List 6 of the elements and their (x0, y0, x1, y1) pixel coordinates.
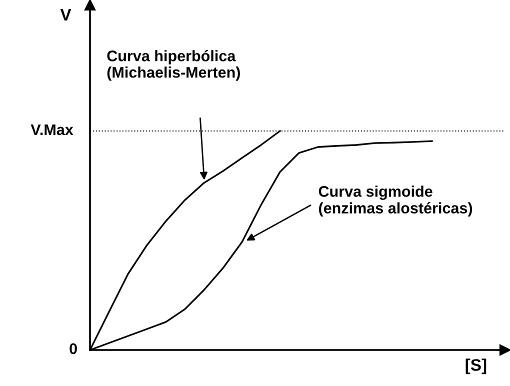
text: Curva hiperbólica (Michaelis-Merten) (107, 50, 240, 81)
ref-line-label: V.Max (30, 124, 74, 136)
text: 0 (70, 343, 77, 354)
annotation: Curva sigmoide (enzimas alostéricas) (318, 186, 472, 217)
text: V (60, 9, 72, 21)
x-axis-title: [S] (466, 358, 486, 374)
